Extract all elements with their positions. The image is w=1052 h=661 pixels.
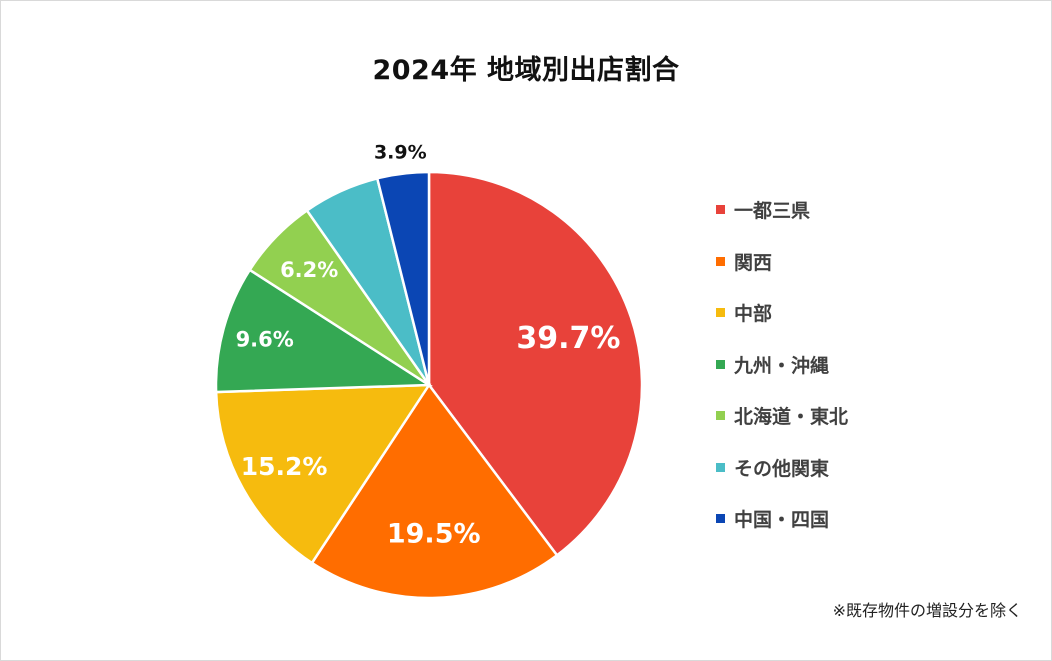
legend-swatch bbox=[716, 205, 725, 215]
legend-label: 中部 bbox=[734, 303, 773, 326]
footnote: ※既存物件の増設分を除く bbox=[832, 601, 1022, 620]
legend-label: 関西 bbox=[734, 251, 773, 274]
data-label-4: 9.6% bbox=[236, 328, 294, 352]
legend: 一都三県関西中部九州・沖縄北海道・東北 その他関東中国・四国 bbox=[716, 184, 936, 545]
legend-label: 北海道・東北 bbox=[734, 406, 849, 429]
legend-item-2: 関西 bbox=[716, 236, 936, 288]
legend-swatch bbox=[716, 308, 725, 318]
pie-slice-4 bbox=[214, 268, 434, 394]
legend-item-4: 九州・沖縄 bbox=[716, 339, 936, 391]
data-label-7: 3.9% bbox=[374, 142, 427, 164]
pie-slice-2 bbox=[310, 382, 559, 600]
pie-slice-3 bbox=[214, 383, 432, 565]
legend-swatch bbox=[716, 462, 725, 472]
legend-swatch bbox=[716, 514, 725, 524]
data-label-5: 6.2% bbox=[280, 258, 338, 282]
data-label-2: 19.5% bbox=[387, 519, 481, 550]
legend-label: 中国・四国 bbox=[734, 509, 830, 532]
legend-item-6: その他関東 bbox=[716, 442, 936, 494]
pie-slice-7 bbox=[375, 170, 431, 386]
legend-item-1: 一都三県 bbox=[716, 184, 936, 236]
legend-item-7: 中国・四国 bbox=[716, 493, 936, 545]
legend-swatch bbox=[716, 411, 725, 421]
legend-label: その他関東 bbox=[734, 457, 830, 480]
data-label-1: 39.7% bbox=[516, 321, 620, 356]
legend-item-5: 北海道・東北 bbox=[716, 390, 936, 442]
legend-swatch bbox=[716, 359, 725, 369]
chart-title: 2024年 地域別出店割合 bbox=[372, 55, 680, 86]
legend-swatch bbox=[716, 256, 725, 266]
legend-item-3: 中部 bbox=[716, 287, 936, 339]
pie-slice-1 bbox=[427, 170, 644, 558]
legend-label: 九州・沖縄 bbox=[734, 354, 830, 377]
data-label-3: 15.2% bbox=[241, 452, 328, 481]
legend-label: 一都三県 bbox=[734, 200, 811, 223]
